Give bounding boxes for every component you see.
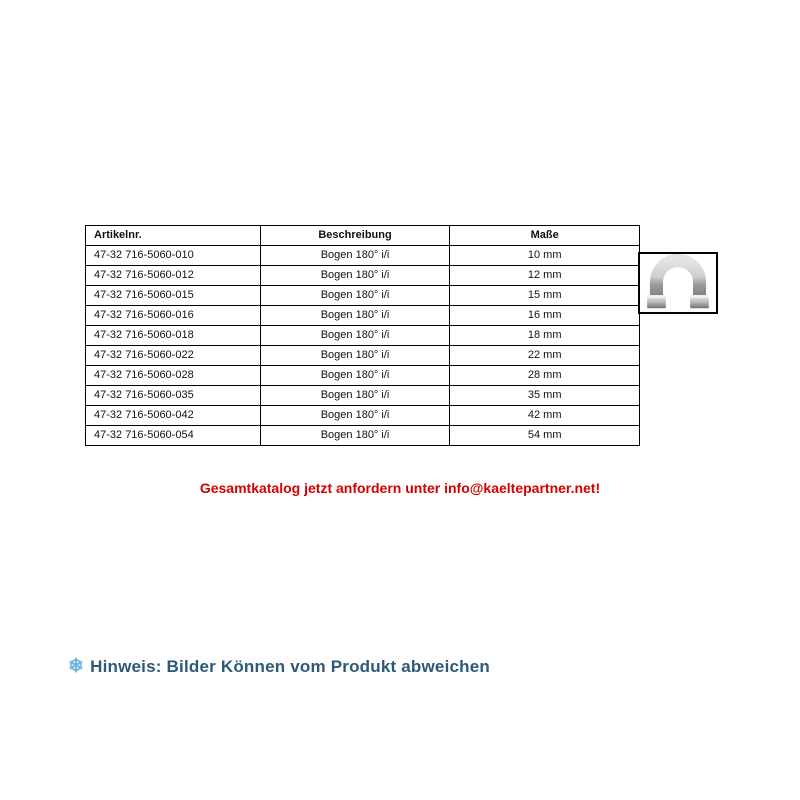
cell-dimensions: 28 mm xyxy=(450,366,640,386)
cell-description: Bogen 180° i/i xyxy=(260,306,450,326)
header-dimensions: Maße xyxy=(450,226,640,246)
cell-article: 47-32 716-5060-012 xyxy=(86,266,261,286)
cell-article: 47-32 716-5060-035 xyxy=(86,386,261,406)
table-row: 47-32 716-5060-015Bogen 180° i/i15 mm xyxy=(86,286,640,306)
header-article: Artikelnr. xyxy=(86,226,261,246)
cell-description: Bogen 180° i/i xyxy=(260,286,450,306)
cell-article: 47-32 716-5060-022 xyxy=(86,346,261,366)
cell-description: Bogen 180° i/i xyxy=(260,386,450,406)
cell-description: Bogen 180° i/i xyxy=(260,246,450,266)
cell-dimensions: 54 mm xyxy=(450,426,640,446)
table-row: 47-32 716-5060-035Bogen 180° i/i35 mm xyxy=(86,386,640,406)
image-disclaimer: ❄ Hinweis: Bilder Können vom Produkt abw… xyxy=(68,655,490,678)
cell-description: Bogen 180° i/i xyxy=(260,426,450,446)
cell-article: 47-32 716-5060-015 xyxy=(86,286,261,306)
hint-text: Hinweis: Bilder Können vom Produkt abwei… xyxy=(90,657,490,677)
product-image xyxy=(638,252,718,314)
cell-description: Bogen 180° i/i xyxy=(260,346,450,366)
page: Artikelnr. Beschreibung Maße 47-32 716-5… xyxy=(0,0,800,800)
cell-description: Bogen 180° i/i xyxy=(260,266,450,286)
cell-dimensions: 18 mm xyxy=(450,326,640,346)
table-header-row: Artikelnr. Beschreibung Maße xyxy=(86,226,640,246)
cell-article: 47-32 716-5060-028 xyxy=(86,366,261,386)
cell-description: Bogen 180° i/i xyxy=(260,366,450,386)
cell-article: 47-32 716-5060-042 xyxy=(86,406,261,426)
table-row: 47-32 716-5060-012Bogen 180° i/i12 mm xyxy=(86,266,640,286)
table-row: 47-32 716-5060-016Bogen 180° i/i16 mm xyxy=(86,306,640,326)
cell-description: Bogen 180° i/i xyxy=(260,406,450,426)
table-row: 47-32 716-5060-028Bogen 180° i/i28 mm xyxy=(86,366,640,386)
cell-article: 47-32 716-5060-010 xyxy=(86,246,261,266)
cell-dimensions: 15 mm xyxy=(450,286,640,306)
cell-dimensions: 12 mm xyxy=(450,266,640,286)
cell-article: 47-32 716-5060-018 xyxy=(86,326,261,346)
cell-dimensions: 10 mm xyxy=(450,246,640,266)
table-row: 47-32 716-5060-054Bogen 180° i/i54 mm xyxy=(86,426,640,446)
cell-dimensions: 35 mm xyxy=(450,386,640,406)
cell-dimensions: 42 mm xyxy=(450,406,640,426)
cell-dimensions: 16 mm xyxy=(450,306,640,326)
table-row: 47-32 716-5060-022Bogen 180° i/i22 mm xyxy=(86,346,640,366)
table-row: 47-32 716-5060-018Bogen 180° i/i18 mm xyxy=(86,326,640,346)
table-row: 47-32 716-5060-042Bogen 180° i/i42 mm xyxy=(86,406,640,426)
header-description: Beschreibung xyxy=(260,226,450,246)
table-row: 47-32 716-5060-010Bogen 180° i/i10 mm xyxy=(86,246,640,266)
cell-article: 47-32 716-5060-016 xyxy=(86,306,261,326)
cell-article: 47-32 716-5060-054 xyxy=(86,426,261,446)
product-table: Artikelnr. Beschreibung Maße 47-32 716-5… xyxy=(85,225,640,446)
cell-dimensions: 22 mm xyxy=(450,346,640,366)
product-table-wrap: Artikelnr. Beschreibung Maße 47-32 716-5… xyxy=(85,225,640,446)
catalog-request-text: Gesamtkatalog jetzt anfordern unter info… xyxy=(0,480,800,496)
cell-description: Bogen 180° i/i xyxy=(260,326,450,346)
snowflake-icon: ❄ xyxy=(68,655,84,678)
